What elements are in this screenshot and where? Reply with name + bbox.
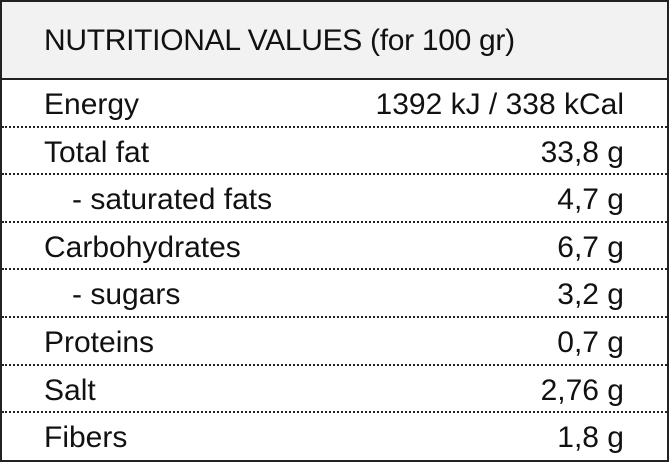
row-value: 4,7 g bbox=[557, 183, 624, 217]
table-row: Salt 2,76 g bbox=[2, 366, 667, 414]
table-row: - sugars 3,2 g bbox=[2, 270, 667, 318]
row-value: 33,8 g bbox=[540, 135, 624, 169]
row-label: Fibers bbox=[44, 421, 128, 455]
row-label: - saturated fats bbox=[72, 183, 273, 217]
row-value: 6,7 g bbox=[557, 230, 624, 264]
table-row: Fibers 1,8 g bbox=[2, 413, 667, 461]
row-label: Carbohydrates bbox=[44, 230, 241, 264]
row-value: 0,7 g bbox=[557, 325, 624, 359]
table-title: NUTRITIONAL VALUES (for 100 gr) bbox=[2, 2, 667, 80]
table-body: Energy 1392 kJ / 338 kCal Total fat 33,8 g… bbox=[2, 80, 667, 461]
row-label: Total fat bbox=[44, 135, 150, 169]
table-row: - saturated fats 4,7 g bbox=[2, 175, 667, 223]
row-label: Proteins bbox=[44, 325, 155, 359]
table-row: Carbohydrates 6,7 g bbox=[2, 223, 667, 271]
row-label: Salt bbox=[44, 373, 96, 407]
row-label: - sugars bbox=[72, 278, 181, 312]
table-row: Energy 1392 kJ / 338 kCal bbox=[2, 80, 667, 128]
row-value: 3,2 g bbox=[557, 278, 624, 312]
row-value: 2,76 g bbox=[540, 373, 624, 407]
row-value: 1392 kJ / 338 kCal bbox=[375, 88, 624, 121]
row-label: Energy bbox=[44, 88, 140, 121]
table-row: Proteins 0,7 g bbox=[2, 318, 667, 366]
table-row: Total fat 33,8 g bbox=[2, 128, 667, 176]
row-value: 1,8 g bbox=[557, 421, 624, 455]
